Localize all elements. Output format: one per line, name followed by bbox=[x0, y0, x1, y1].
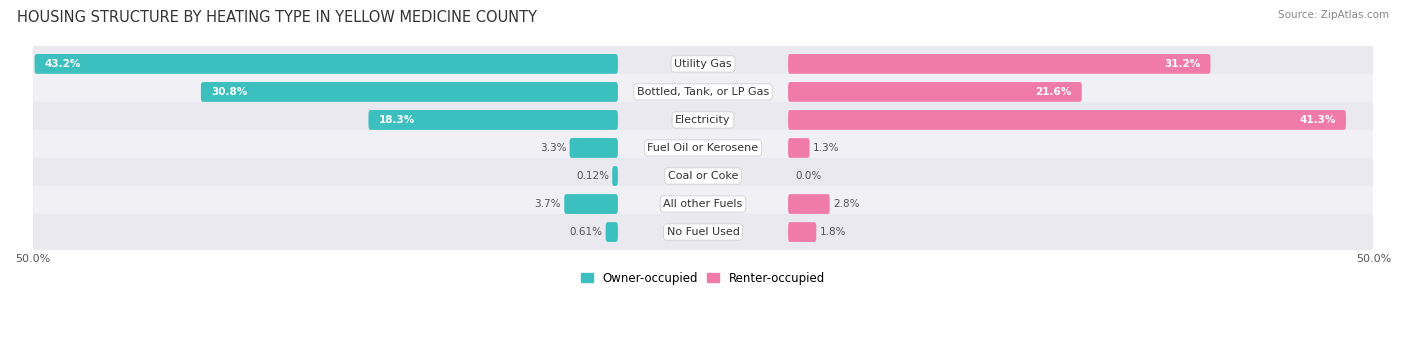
FancyBboxPatch shape bbox=[789, 138, 810, 158]
FancyBboxPatch shape bbox=[569, 138, 617, 158]
FancyBboxPatch shape bbox=[368, 110, 617, 130]
Text: 43.2%: 43.2% bbox=[45, 59, 82, 69]
FancyBboxPatch shape bbox=[31, 46, 1375, 82]
Text: 1.3%: 1.3% bbox=[813, 143, 839, 153]
FancyBboxPatch shape bbox=[606, 222, 617, 242]
FancyBboxPatch shape bbox=[789, 82, 1081, 102]
Text: 0.61%: 0.61% bbox=[569, 227, 602, 237]
FancyBboxPatch shape bbox=[789, 222, 817, 242]
Text: Source: ZipAtlas.com: Source: ZipAtlas.com bbox=[1278, 10, 1389, 20]
FancyBboxPatch shape bbox=[612, 166, 617, 186]
Text: 3.7%: 3.7% bbox=[534, 199, 561, 209]
FancyBboxPatch shape bbox=[564, 194, 617, 214]
FancyBboxPatch shape bbox=[31, 214, 1375, 250]
Text: Utility Gas: Utility Gas bbox=[675, 59, 731, 69]
FancyBboxPatch shape bbox=[31, 186, 1375, 222]
FancyBboxPatch shape bbox=[31, 74, 1375, 110]
FancyBboxPatch shape bbox=[31, 130, 1375, 166]
Text: 30.8%: 30.8% bbox=[211, 87, 247, 97]
Text: 21.6%: 21.6% bbox=[1035, 87, 1071, 97]
FancyBboxPatch shape bbox=[789, 54, 1211, 74]
Text: 0.0%: 0.0% bbox=[796, 171, 821, 181]
Text: 0.12%: 0.12% bbox=[576, 171, 609, 181]
FancyBboxPatch shape bbox=[789, 194, 830, 214]
Text: All other Fuels: All other Fuels bbox=[664, 199, 742, 209]
Text: 2.8%: 2.8% bbox=[832, 199, 859, 209]
FancyBboxPatch shape bbox=[789, 110, 1346, 130]
FancyBboxPatch shape bbox=[31, 102, 1375, 138]
Text: 31.2%: 31.2% bbox=[1164, 59, 1201, 69]
Text: 18.3%: 18.3% bbox=[378, 115, 415, 125]
FancyBboxPatch shape bbox=[31, 158, 1375, 194]
Text: Fuel Oil or Kerosene: Fuel Oil or Kerosene bbox=[647, 143, 759, 153]
Text: 3.3%: 3.3% bbox=[540, 143, 567, 153]
Legend: Owner-occupied, Renter-occupied: Owner-occupied, Renter-occupied bbox=[576, 267, 830, 290]
Text: Bottled, Tank, or LP Gas: Bottled, Tank, or LP Gas bbox=[637, 87, 769, 97]
Text: No Fuel Used: No Fuel Used bbox=[666, 227, 740, 237]
Text: HOUSING STRUCTURE BY HEATING TYPE IN YELLOW MEDICINE COUNTY: HOUSING STRUCTURE BY HEATING TYPE IN YEL… bbox=[17, 10, 537, 25]
FancyBboxPatch shape bbox=[201, 82, 617, 102]
Text: 1.8%: 1.8% bbox=[820, 227, 846, 237]
FancyBboxPatch shape bbox=[35, 54, 617, 74]
Text: 41.3%: 41.3% bbox=[1299, 115, 1336, 125]
Text: Electricity: Electricity bbox=[675, 115, 731, 125]
Text: Coal or Coke: Coal or Coke bbox=[668, 171, 738, 181]
